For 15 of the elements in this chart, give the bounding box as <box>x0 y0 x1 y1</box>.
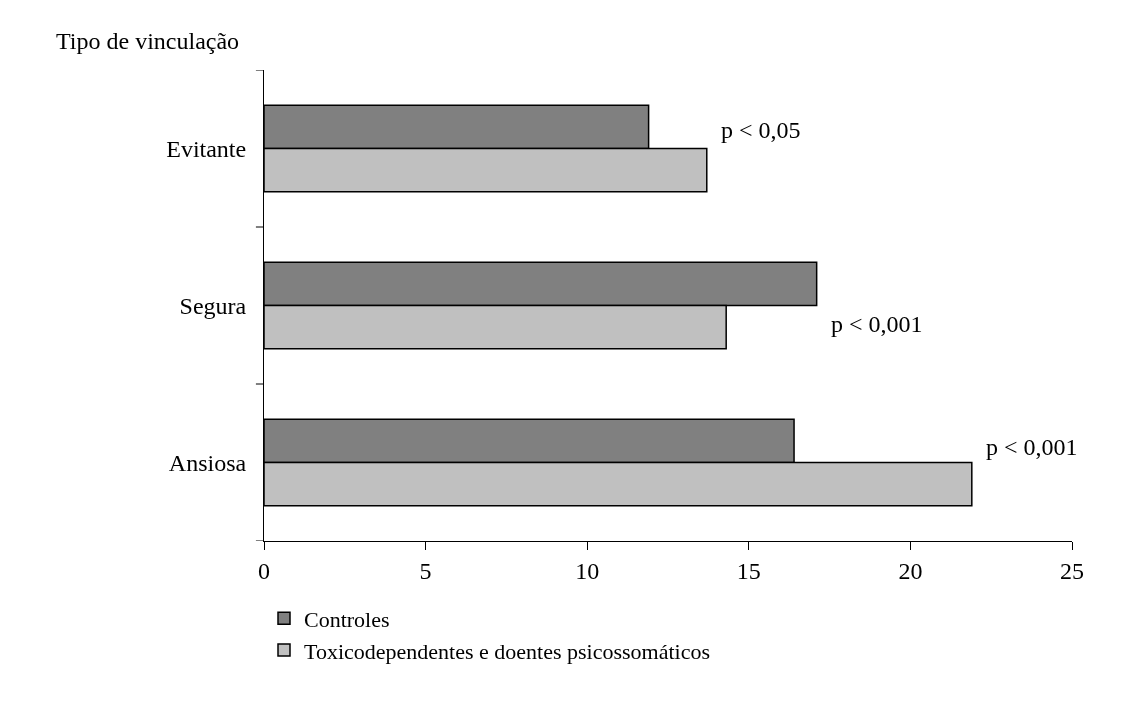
y-tick-label: Evitante <box>166 135 247 162</box>
x-tick-label: 10 <box>575 557 600 584</box>
x-tick-label: 20 <box>898 557 923 584</box>
x-tick-label: 15 <box>736 557 761 584</box>
annotation: p < 0,05 <box>721 117 801 143</box>
y-axis-title: Tipo de vinculação <box>56 28 240 54</box>
x-tick-label: 0 <box>258 557 270 584</box>
x-tick-label: 5 <box>419 557 432 584</box>
annotation: p < 0,001 <box>986 434 1078 460</box>
annotation: p < 0,001 <box>831 311 923 337</box>
y-tick-label: Ansiosa <box>168 449 247 476</box>
legend-label: Toxicodependentes e doentes psicossomáticos <box>304 638 710 664</box>
x-tick-label: 25 <box>1060 557 1084 584</box>
legend-label: Controles <box>304 606 390 632</box>
y-tick-label: Segura <box>179 292 247 319</box>
